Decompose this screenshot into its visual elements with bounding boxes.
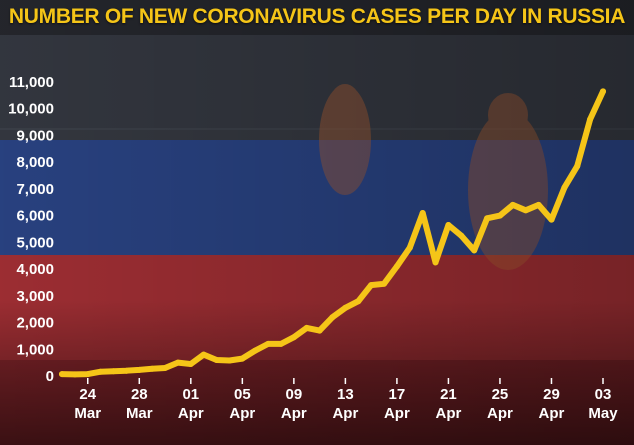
- data-point: [316, 327, 323, 334]
- data-point: [587, 116, 594, 123]
- data-point: [71, 371, 78, 378]
- y-tick-label: 3,000: [16, 288, 54, 305]
- y-axis: 0 1,000 2,000 3,000 4,000 5,000 6,000 7,000 8,00…: [8, 74, 54, 385]
- data-point: [561, 184, 568, 191]
- data-point: [84, 371, 91, 378]
- y-tick-label: 10,000: [8, 101, 54, 118]
- x-tick-month: Apr: [436, 405, 462, 422]
- y-tick-label: 6,000: [16, 208, 54, 225]
- chart-title: NUMBER OF NEW CORONAVIRUS CASES PER DAY …: [8, 5, 626, 28]
- y-tick-label: 1,000: [16, 341, 54, 358]
- data-point: [97, 368, 104, 375]
- data-point: [393, 263, 400, 270]
- data-point: [213, 357, 220, 363]
- x-tick-day: 25: [492, 386, 509, 403]
- x-tick-month: Apr: [178, 405, 204, 422]
- data-point: [174, 359, 181, 366]
- data-point: [278, 340, 284, 347]
- data-point: [265, 340, 272, 347]
- y-tick-label: 2,000: [16, 315, 54, 332]
- data-point: [535, 201, 542, 208]
- data-point: [509, 201, 516, 208]
- y-tick-label: 11,000: [9, 74, 54, 91]
- data-point: [252, 347, 259, 354]
- data-point: [497, 212, 503, 219]
- x-tick-month: Apr: [384, 405, 410, 422]
- data-point: [329, 314, 336, 321]
- x-tick-day: 28: [131, 386, 148, 403]
- x-tick-month: Mar: [74, 405, 101, 422]
- data-point: [290, 334, 297, 341]
- data-point: [226, 357, 233, 364]
- data-point: [355, 298, 362, 305]
- data-point: [239, 355, 246, 362]
- data-point: [432, 259, 439, 266]
- x-tick-day: 24: [79, 386, 96, 403]
- x-tick-month: May: [588, 405, 618, 422]
- data-point: [471, 247, 478, 254]
- series-line: [59, 88, 606, 378]
- y-tick-label: 4,000: [16, 261, 54, 278]
- x-tick-day: 09: [286, 386, 303, 403]
- data-point: [136, 366, 143, 373]
- y-tick-label: 0: [46, 368, 54, 385]
- data-point: [419, 210, 426, 216]
- data-point: [110, 368, 117, 375]
- x-tick-day: 17: [389, 386, 406, 403]
- data-point: [445, 222, 452, 228]
- x-tick-day: 21: [440, 386, 457, 403]
- data-point: [484, 215, 491, 222]
- data-point: [59, 371, 65, 378]
- data-point: [149, 365, 156, 372]
- x-tick-day: 05: [234, 386, 251, 403]
- x-axis: 24 Mar 28 Mar 01 Apr 05 Apr 09 Apr 13 Apr 17 Apr 21 Apr…: [74, 378, 618, 422]
- data-point: [406, 244, 413, 251]
- x-tick-month: Apr: [487, 405, 513, 422]
- data-point: [200, 351, 207, 358]
- data-point: [574, 163, 581, 170]
- x-tick-month: Apr: [281, 405, 307, 422]
- x-tick-day: 13: [337, 386, 354, 403]
- x-tick-month: Apr: [539, 405, 565, 422]
- y-tick-label: 5,000: [16, 234, 54, 251]
- data-point: [303, 324, 310, 331]
- x-tick-month: Mar: [126, 405, 153, 422]
- x-tick-day: 01: [182, 386, 199, 403]
- y-tick-label: 8,000: [16, 154, 54, 171]
- data-point: [162, 365, 168, 371]
- x-tick-month: Apr: [332, 405, 358, 422]
- data-point: [342, 304, 349, 311]
- y-tick-label: 7,000: [16, 181, 54, 198]
- data-point: [522, 207, 529, 214]
- data-point: [368, 282, 375, 289]
- data-point: [458, 232, 465, 239]
- data-point: [123, 367, 130, 374]
- y-tick-label: 9,000: [16, 127, 54, 144]
- data-point: [381, 280, 387, 287]
- data-points: [59, 88, 606, 378]
- data-point: [548, 216, 555, 223]
- x-tick-day: 29: [543, 386, 560, 403]
- x-tick-month: Apr: [229, 405, 255, 422]
- data-point: [600, 88, 606, 95]
- x-tick-day: 03: [595, 386, 612, 403]
- data-point: [187, 361, 194, 367]
